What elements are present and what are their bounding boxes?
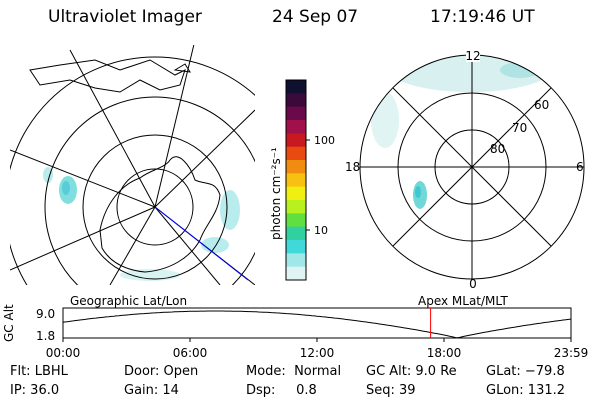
header-time: 17:19:46 UT: [430, 7, 535, 27]
lat-label-80: 80: [490, 142, 505, 156]
info-gc-alt: GC Alt: 9.0 Re: [366, 364, 457, 379]
info-dsp: Dsp: 0.8: [246, 383, 317, 398]
colorbar-stop: [286, 80, 306, 94]
header-date: 24 Sep 07: [272, 7, 359, 27]
colorbar: [286, 80, 306, 281]
colorbar-stop: [286, 106, 306, 121]
mlt-top-bg: [466, 50, 480, 62]
altitude-x-tick-label: 12:00: [300, 346, 335, 360]
colorbar-stop: [286, 93, 306, 108]
info-mode: Mode: Normal: [246, 364, 342, 379]
altitude-plot-frame: [62, 307, 572, 339]
altitude-y-tick-low: 1.8: [36, 329, 55, 343]
magnetic-polar-plot: 12 0 18 6 60 70 80: [345, 49, 585, 291]
info-glon: GLon: 131.2: [486, 383, 566, 398]
mlt-label-left: 18: [345, 160, 360, 174]
colorbar-stop: [286, 213, 306, 228]
altitude-x-ticks: 00:00 06:00 12:00 18:00 23:59: [46, 338, 589, 360]
colorbar-frame: [285, 79, 307, 281]
colorbar-ticks: 100 10: [306, 134, 335, 237]
colorbar-stop: [286, 133, 306, 148]
altitude-y-tick-high: 9.0: [36, 307, 55, 321]
colorbar-stop: [286, 253, 306, 268]
info-flt: Flt: LBHL: [10, 364, 68, 379]
geographic-map: [10, 45, 255, 285]
altitude-x-tick-label: 18:00: [427, 346, 462, 360]
altitude-x-tick-label: 23:59: [554, 346, 589, 360]
info-seq: Seq: 39: [366, 383, 416, 398]
colorbar-stop: [286, 240, 306, 254]
mlt-label-top: 12: [465, 49, 480, 63]
colorbar-stop: [286, 173, 306, 188]
colorbar-stop: [286, 186, 306, 201]
right-panel-label: Apex MLat/MLT: [418, 294, 508, 308]
colorbar-stop: [286, 120, 306, 134]
mlt-label-bottom: 0: [469, 277, 477, 291]
lat-label-70: 70: [512, 121, 527, 135]
colorbar-tick-label: 100: [314, 134, 335, 147]
mlt-label-right: 6: [576, 160, 584, 174]
altitude-curve: [63, 310, 571, 338]
info-door: Door: Open: [124, 364, 199, 379]
altitude-axis-label: GC Alt: [2, 304, 16, 342]
colorbar-stop: [286, 146, 306, 161]
colorbar-stop: [286, 226, 306, 241]
altitude-x-tick-label: 06:00: [173, 346, 208, 360]
lat-label-60: 60: [534, 98, 549, 112]
colorbar-unit-label: photon cm⁻²s⁻¹: [269, 147, 283, 240]
colorbar-tick-label: 10: [314, 224, 328, 237]
left-panel-label: Geographic Lat/Lon: [70, 294, 187, 308]
altitude-plot: 00:00 06:00 12:00 18:00 23:59 GC Alt 9.0 1.8: [2, 304, 588, 360]
altitude-x-tick-label: 00:00: [46, 346, 81, 360]
info-ip: IP: 36.0: [10, 383, 60, 398]
colorbar-stop: [286, 200, 306, 214]
info-gain: Gain: 14: [124, 383, 179, 398]
colorbar-stop: [286, 160, 306, 174]
imager-title: Ultraviolet Imager: [48, 7, 202, 27]
colorbar-stop: [286, 266, 306, 281]
info-glat: GLat: −79.8: [486, 364, 565, 379]
